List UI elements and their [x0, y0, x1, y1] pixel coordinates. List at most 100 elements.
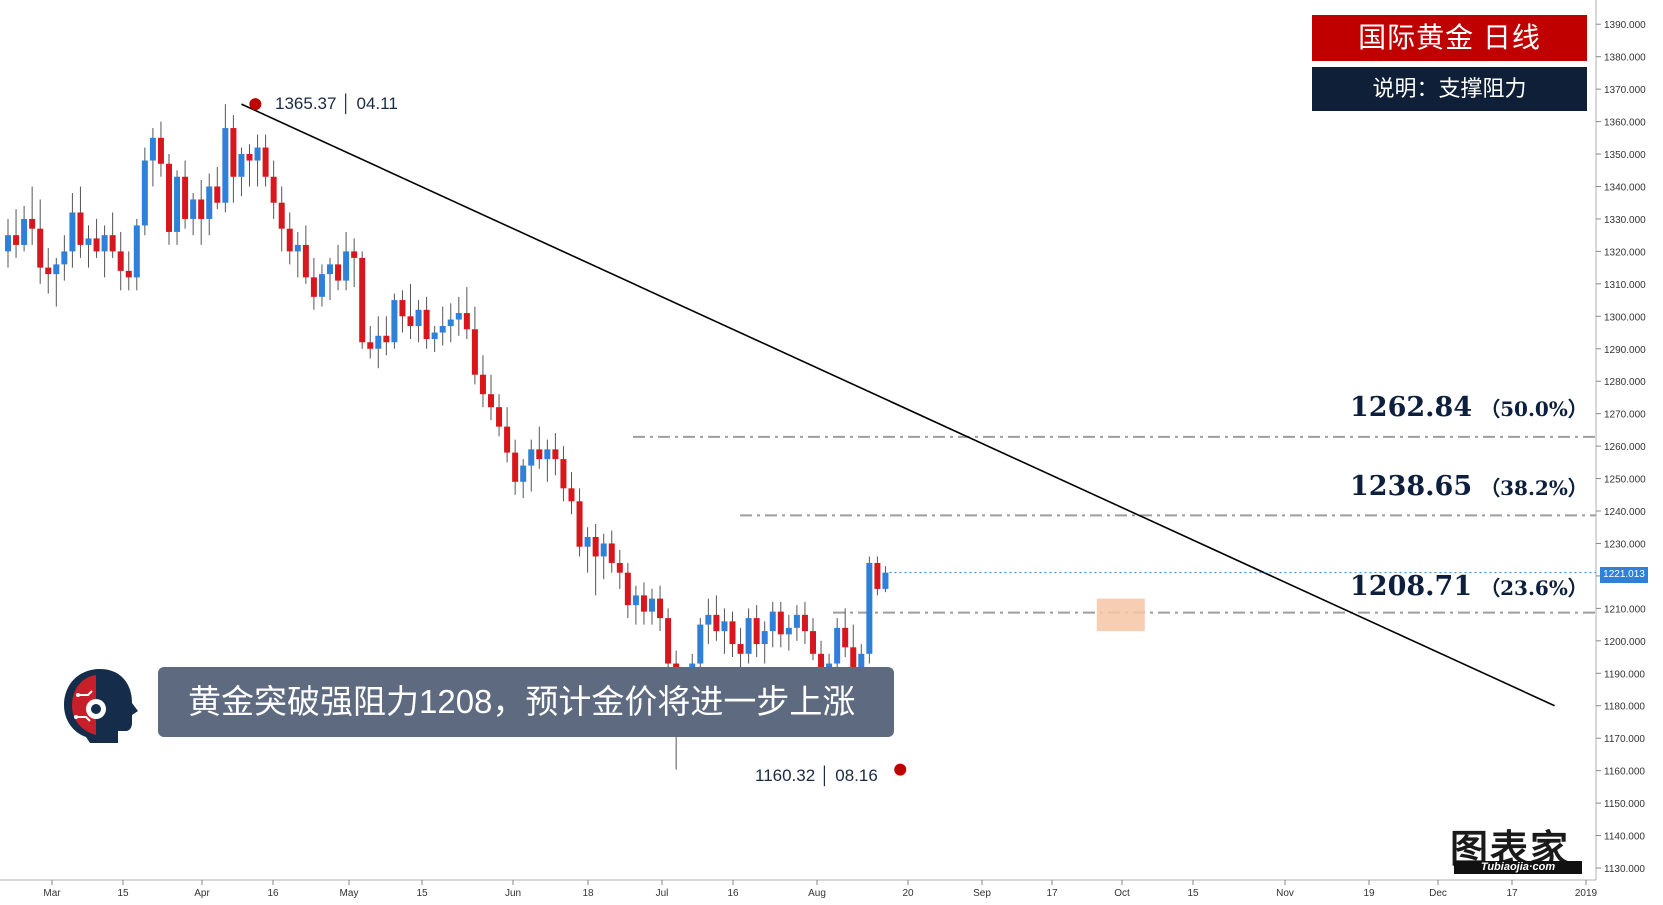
- time-tick-label: Nov: [1276, 888, 1294, 899]
- price-tick-label: 1360.000: [1604, 118, 1646, 129]
- candle-up: [149, 137, 156, 161]
- price-tick-label: 1380.000: [1604, 53, 1646, 64]
- candle-up: [632, 595, 639, 606]
- time-tick-label: Jul: [656, 888, 669, 899]
- candle-up: [254, 147, 261, 161]
- breakout-box: [1096, 598, 1145, 632]
- candle-down: [512, 452, 519, 482]
- candle-down: [801, 614, 808, 632]
- price-axis: 1390.000 1380.000 1370.000 1360.000 1350.000…: [0, 0, 1646, 881]
- candle-down: [270, 176, 277, 203]
- price-tick-label: 1210.000: [1604, 604, 1646, 615]
- time-tick-label: Mar: [43, 888, 61, 899]
- candle-up: [174, 176, 181, 232]
- candle-down: [496, 407, 503, 427]
- candle-down: [286, 228, 293, 252]
- candle-down: [640, 595, 647, 612]
- price-tick-label: 1150.000: [1604, 799, 1645, 810]
- candle-up: [761, 631, 768, 645]
- time-tick-label: 2019: [1575, 888, 1598, 899]
- high-annotation: 1365.37 │ 04.11: [275, 94, 398, 113]
- candle-down: [407, 316, 414, 327]
- candle-up: [21, 218, 28, 245]
- low-annotation: 1160.32 │ 08.16: [755, 766, 878, 785]
- price-tick-label: 1190.000: [1604, 669, 1645, 680]
- candle-down: [616, 562, 623, 573]
- candle-up: [85, 238, 92, 245]
- headline-banner: 黄金突破强阻力1208，预计金价将进一步上涨: [158, 667, 894, 737]
- time-tick-label: Aug: [808, 888, 826, 899]
- candle-down: [182, 176, 189, 219]
- candles: [5, 104, 889, 770]
- candle-down: [463, 313, 470, 330]
- candle-down: [359, 257, 366, 343]
- candle-up: [745, 618, 752, 654]
- time-tick-label: May: [340, 888, 359, 899]
- candle-down: [117, 251, 124, 271]
- time-tick-label: Dec: [1429, 888, 1447, 899]
- candle-down: [125, 270, 132, 278]
- candle-down: [874, 562, 881, 589]
- candle-down: [568, 488, 575, 502]
- price-tick-label: 1280.000: [1604, 377, 1646, 388]
- candle-down: [302, 244, 309, 278]
- price-tick-label: 1250.000: [1604, 475, 1646, 486]
- price-tick-label: 1320.000: [1604, 247, 1646, 258]
- candle-down: [488, 394, 494, 408]
- candle-down: [37, 228, 44, 268]
- candle-down: [504, 426, 511, 453]
- candle-up: [721, 621, 728, 632]
- price-tick-label: 1370.000: [1604, 85, 1646, 96]
- candle-down: [777, 611, 784, 635]
- time-tick-label: Apr: [194, 888, 210, 899]
- candle-down: [13, 235, 20, 245]
- candle-down: [109, 235, 116, 252]
- candle-up: [222, 128, 229, 203]
- candle-up: [190, 199, 197, 219]
- candle-down: [423, 309, 430, 340]
- candle-up: [793, 614, 800, 628]
- candle-down: [536, 449, 543, 460]
- candle-up: [866, 562, 873, 654]
- fib-value: 1262.84: [1350, 392, 1473, 423]
- fib-label-382: 1238.65 （38.2%）: [1350, 471, 1588, 502]
- price-tick-label: 1310.000: [1604, 280, 1646, 291]
- time-axis: Mar 15 Apr 16 May 15 Jun 18 Jul 16 Aug 20 Sep 17 Oct 15…: [43, 880, 1598, 899]
- candle-down: [592, 536, 599, 557]
- candle-down: [246, 154, 253, 161]
- candle-down: [850, 647, 857, 677]
- price-tick-label: 1160.000: [1604, 767, 1645, 778]
- candle-up: [858, 653, 865, 677]
- fib-pct: （23.6%）: [1480, 576, 1588, 600]
- candle-down: [230, 128, 237, 177]
- time-tick-label: 19: [1363, 888, 1375, 899]
- candle-up: [61, 251, 68, 265]
- candle-down: [214, 186, 221, 203]
- candle-down: [351, 251, 358, 258]
- candle-down: [842, 627, 849, 648]
- logo-domain: Tubiaojia·com: [1454, 861, 1582, 874]
- time-tick-label: 17: [1506, 888, 1518, 899]
- candle-down: [29, 218, 36, 229]
- candle-up: [785, 627, 792, 635]
- fib-label-50: 1262.84 （50.0%）: [1350, 392, 1588, 423]
- candle-up: [391, 300, 398, 343]
- candle-down: [729, 621, 736, 645]
- time-tick-label: Jun: [505, 888, 521, 899]
- candle-up: [455, 313, 462, 320]
- time-tick-label: 16: [267, 888, 279, 899]
- candle-down: [399, 300, 406, 317]
- fib-label-236: 1208.71 （23.6%）: [1350, 571, 1588, 602]
- candle-down: [479, 374, 486, 395]
- price-tick-label: 1140.000: [1604, 832, 1645, 843]
- candle-down: [383, 335, 390, 343]
- candle-up: [375, 335, 382, 349]
- candle-down: [310, 277, 317, 297]
- candle-up: [584, 536, 591, 547]
- time-tick-label: 15: [1187, 888, 1199, 899]
- brand-logo: 图表家 Tubiaojia·com: [1450, 818, 1590, 874]
- candle-up: [141, 160, 148, 226]
- price-tick-label: 1230.000: [1604, 539, 1646, 550]
